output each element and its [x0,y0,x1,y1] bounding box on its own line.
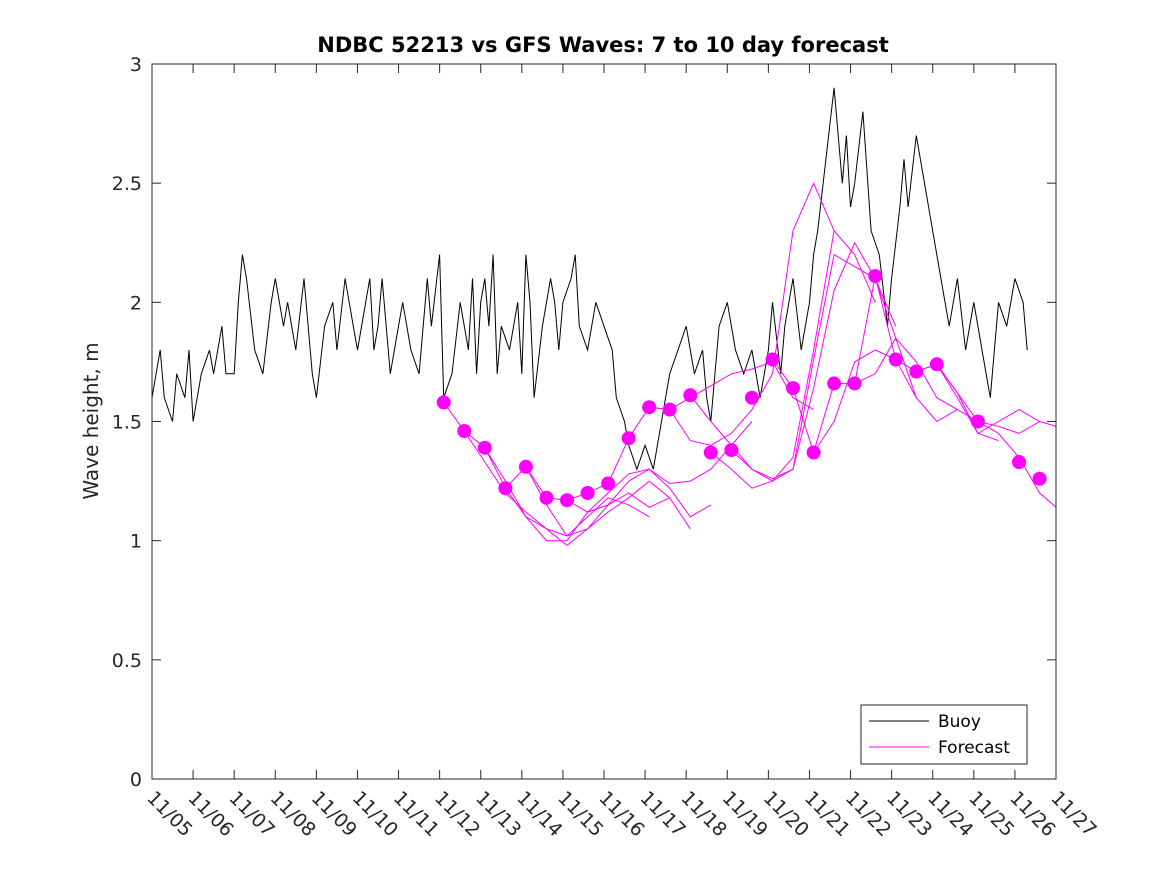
forecast-point [703,445,718,460]
forecast-point [806,445,821,460]
forecast-point [539,490,554,505]
forecast-run-line-0 [443,402,630,501]
buoy-series-line [152,87,1028,471]
y-tick-label: 1.5 [112,412,142,434]
legend: Buoy Forecast [860,704,1028,765]
y-axis-label: Wave height, m [79,342,103,499]
legend-box [860,704,1028,765]
forecast-point [929,357,944,372]
forecast-point [909,364,924,379]
y-tick-label: 0.5 [112,650,142,672]
forecast-run-line-4 [525,466,712,537]
forecast-run-line-7 [649,181,835,446]
forecast-point [847,376,862,391]
forecast-point [765,352,780,367]
chart-title: NDBC 52213 vs GFS Waves: 7 to 10 day for… [317,33,888,57]
forecast-point [1012,455,1026,469]
forecast-run-line-8 [689,229,876,482]
legend-buoy-label: Buoy [938,712,981,732]
forecast-point [827,376,842,391]
forecast-point [498,481,513,496]
y-tick-label: 0 [130,769,142,791]
legend-forecast-label: Forecast [938,738,1010,758]
forecast-run-line-10 [731,241,917,480]
forecast-run-line-5 [566,421,753,513]
forecast-point [970,414,985,429]
forecast-point [580,486,595,500]
forecast-point [868,269,883,284]
forecast-run-line-13 [854,275,1040,434]
forecast-run-line-15 [936,364,1056,435]
y-tick-label: 3 [130,54,142,76]
forecast-point [662,402,677,417]
forecast-point [888,352,903,367]
y-tick-label: 1 [130,531,142,553]
forecast-point [621,431,636,446]
forecast-point [744,390,759,405]
plot-area [152,87,1056,547]
forecast-point [560,493,574,508]
forecast-point [683,388,698,403]
forecast-point [518,459,533,474]
forecast-run-line-2 [484,447,670,542]
y-tick-label: 2.5 [112,173,142,195]
forecast-point [436,395,451,410]
forecast-run-line-1 [463,430,650,537]
forecast-point [477,440,492,455]
y-tick-label: 2 [130,292,142,314]
forecast-run-line-9 [710,253,897,489]
forecast-point [724,443,739,458]
forecast-run-line-3 [504,480,691,547]
forecast-run-line-11 [772,337,958,455]
forecast-point [786,381,800,396]
forecast-point [1032,471,1047,486]
forecast-point [601,476,616,491]
forecast-point [642,400,657,415]
forecast-point [457,424,472,438]
